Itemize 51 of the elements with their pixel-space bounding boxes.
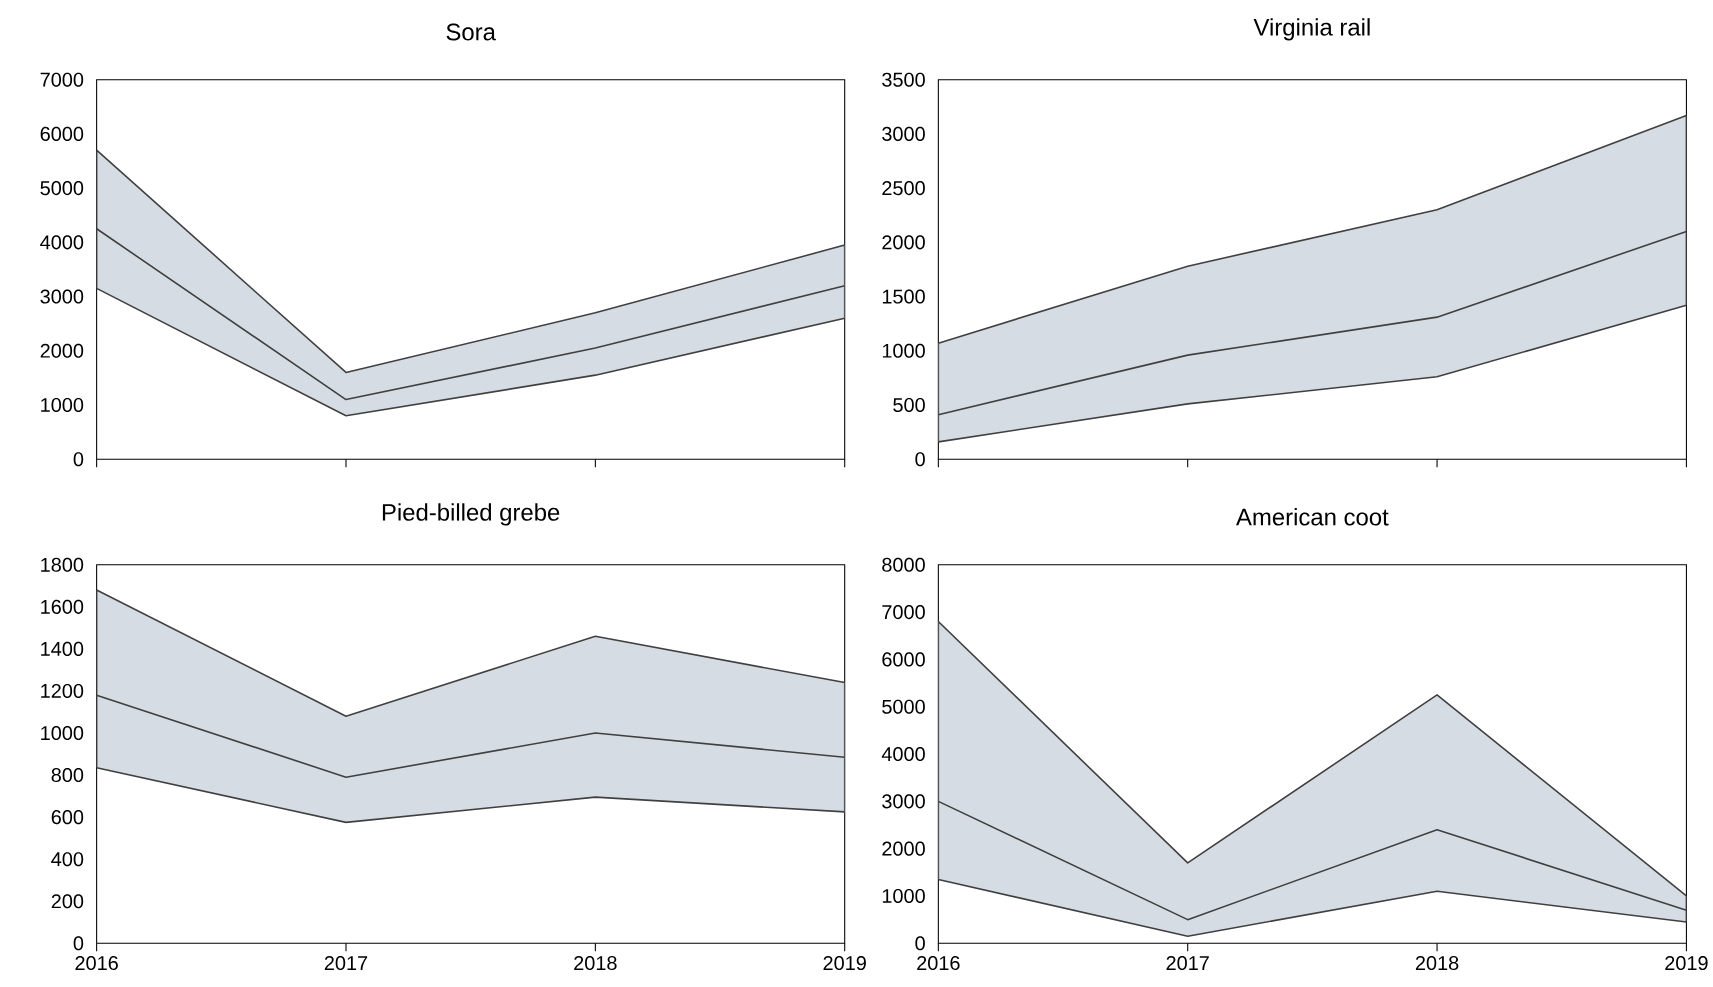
y-tick-label: 3000 <box>882 126 925 141</box>
y-tick-label: 2000 <box>882 841 925 856</box>
x-tick-label: 2018 <box>574 955 617 971</box>
y-tick-label: 2000 <box>882 235 925 250</box>
y-tick-label: 1000 <box>41 725 84 740</box>
y-tick-label: 1500 <box>882 289 925 304</box>
x-tick-label: 2019 <box>1665 955 1708 970</box>
y-tick-label: 1000 <box>882 343 925 358</box>
y-tick-label: 600 <box>51 810 84 825</box>
y-tick-label: 7000 <box>40 72 84 87</box>
chart-title: American coot <box>1236 507 1389 526</box>
y-tick-label: 1000 <box>882 888 925 903</box>
y-tick-label: 200 <box>51 894 84 909</box>
y-tick-label: 1600 <box>41 599 84 614</box>
y-tick-label: 3000 <box>40 289 84 304</box>
y-tick-label: 3500 <box>882 72 925 87</box>
chart-title: Sora <box>446 23 496 41</box>
y-tick-label: 5000 <box>40 181 84 196</box>
line-series <box>96 694 845 778</box>
line-series <box>96 227 845 401</box>
y-tick-label: 7000 <box>882 604 925 620</box>
y-tick-label: 1400 <box>41 641 84 656</box>
x-tick-label: 2017 <box>324 955 368 971</box>
y-tick-label: 2500 <box>882 181 925 196</box>
y-tick-label: 8000 <box>882 557 925 572</box>
y-tick-label: 0 <box>73 936 84 951</box>
x-tick-label: 2017 <box>1166 955 1209 970</box>
y-tick-label: 4000 <box>881 746 925 762</box>
y-tick-label: 6000 <box>40 126 84 141</box>
y-tick-label: 3000 <box>882 794 925 809</box>
y-tick-label: 800 <box>51 767 84 783</box>
y-tick-label: 0 <box>915 452 925 467</box>
x-tick-label: 2019 <box>823 955 866 971</box>
line-series <box>938 230 1687 416</box>
y-tick-label: 1000 <box>41 397 84 412</box>
x-tick-label: 2016 <box>917 955 960 970</box>
y-tick-label: 500 <box>893 397 925 412</box>
y-tick-label: 400 <box>51 852 84 867</box>
y-tick-label: 4000 <box>40 235 84 250</box>
x-tick-label: 2018 <box>1415 955 1459 970</box>
y-tick-label: 5000 <box>882 699 925 714</box>
y-tick-label: 1800 <box>41 557 84 572</box>
chart-title: Pied-billed grebe <box>382 503 560 526</box>
x-tick-label: 2016 <box>75 955 118 971</box>
y-tick-label: 0 <box>73 452 84 467</box>
y-tick-label: 0 <box>915 936 925 951</box>
line-series <box>938 800 1687 921</box>
y-tick-label: 6000 <box>882 652 925 667</box>
y-tick-label: 1200 <box>41 683 84 698</box>
chart-title: Virginia rail <box>1253 18 1370 41</box>
y-tick-label: 2000 <box>40 343 84 358</box>
